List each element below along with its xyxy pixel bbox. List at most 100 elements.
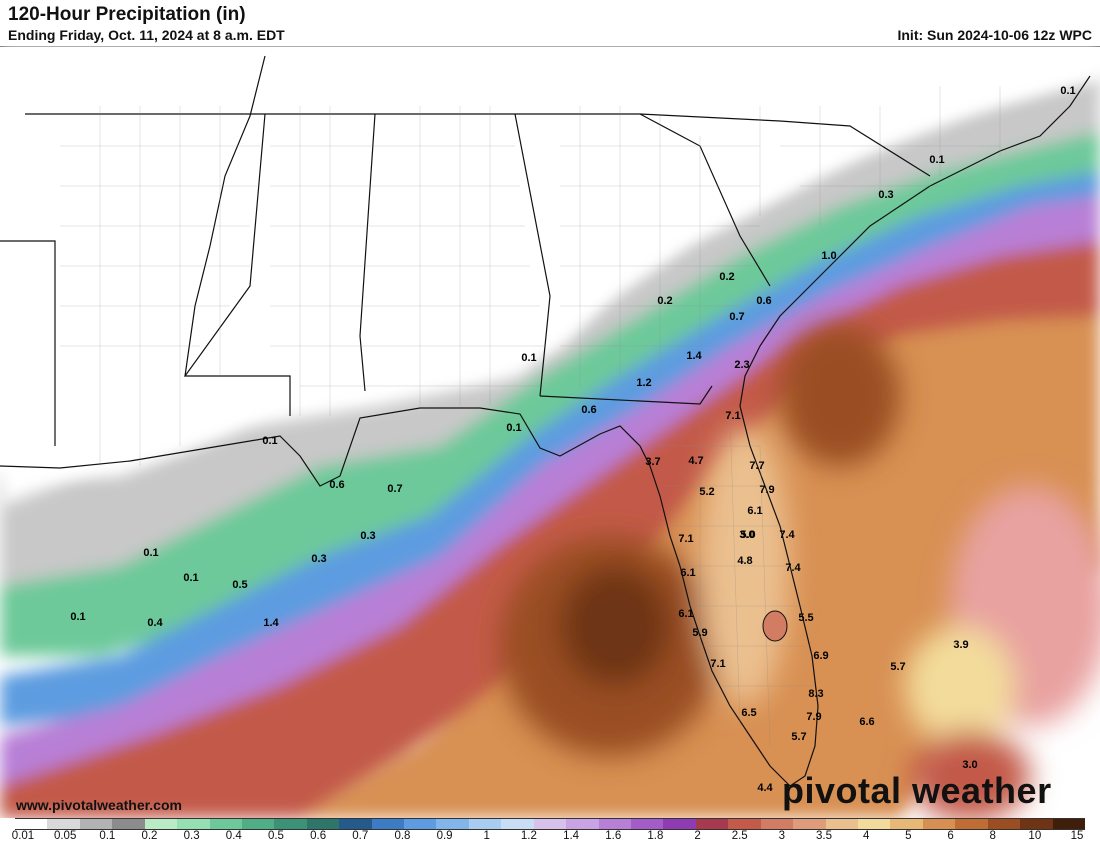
colorbar-swatches bbox=[15, 818, 1085, 830]
precip-value-label: 7.9 bbox=[806, 711, 821, 723]
no-precip-area bbox=[0, 46, 1100, 506]
precip-colorbar: 0.01 0.05 0.1 0.2 0.3 0.4 0.5 0.6 0.7 0.8 0.9 1 1.2 1… bbox=[12, 818, 1085, 850]
colorbar-swatch bbox=[631, 819, 664, 829]
precip-gray-band bbox=[0, 76, 1100, 616]
precip-value-label: 2.3 bbox=[734, 359, 749, 371]
colorbar-swatch bbox=[663, 819, 696, 829]
colorbar-swatch bbox=[533, 819, 567, 829]
colorbar-swatch bbox=[825, 819, 858, 829]
precip-value-label: 6.1 bbox=[678, 608, 693, 620]
colorbar-tick-label: 10 bbox=[1028, 830, 1042, 842]
precip-value-label: 3.0 bbox=[739, 529, 754, 541]
precip-value-label: 1.4 bbox=[686, 350, 702, 362]
colorbar-swatch bbox=[371, 819, 405, 829]
colorbar-swatch bbox=[987, 819, 1021, 829]
colorbar-tick-label: 15 bbox=[1070, 830, 1084, 842]
precip-value-label: 0.6 bbox=[581, 404, 596, 416]
colorbar-tick-label: 0.3 bbox=[183, 830, 200, 842]
colorbar-swatch bbox=[47, 819, 80, 829]
precip-value-label: 7.1 bbox=[710, 658, 725, 670]
precip-value-label: 5.0 bbox=[740, 529, 755, 541]
precip-value-label: 1.2 bbox=[636, 377, 651, 389]
colorbar-swatch bbox=[177, 819, 210, 829]
precip-value-label: 3.0 bbox=[962, 759, 977, 771]
precip-yellow-east bbox=[905, 626, 1015, 746]
precip-value-label: 7.9 bbox=[759, 484, 774, 496]
colorbar-swatch bbox=[144, 819, 178, 829]
precip-value-label: 5.2 bbox=[699, 486, 714, 498]
colorbar-swatch bbox=[955, 819, 988, 829]
colorbar-swatch bbox=[695, 819, 729, 829]
colorbar-swatch bbox=[760, 819, 794, 829]
precip-max-gulf-core bbox=[560, 566, 670, 686]
colorbar-tick-label: 6 bbox=[947, 830, 954, 842]
precip-value-label: 0.1 bbox=[183, 572, 198, 584]
precip-value-label: 8.3 bbox=[808, 688, 823, 700]
precipitation-map: 0.1 0.1 0.3 1.0 0.2 0.6 0.2 0.7 1.4 0.1 1.2 2.3 0.6 7… bbox=[0, 46, 1100, 818]
colorbar-swatch bbox=[404, 819, 437, 829]
state-line-nc-sc bbox=[779, 120, 931, 177]
colorbar-swatch bbox=[79, 819, 113, 829]
precip-purple-band bbox=[0, 196, 1100, 806]
state-line-fl-ga bbox=[539, 385, 713, 405]
precip-value-label: 4.4 bbox=[757, 782, 773, 794]
precip-value-label: 6.1 bbox=[747, 505, 762, 517]
precip-value-label: 0.6 bbox=[329, 479, 344, 491]
precip-value-label: 0.2 bbox=[657, 295, 672, 307]
precip-value-label: 5.7 bbox=[890, 661, 905, 673]
colorbar-swatch bbox=[1052, 819, 1085, 829]
precip-value-label: 0.1 bbox=[521, 352, 536, 364]
colorbar-swatch bbox=[15, 819, 48, 829]
colorbar-swatch bbox=[436, 819, 469, 829]
precip-value-label: 7.4 bbox=[785, 562, 801, 574]
colorbar-swatch bbox=[501, 819, 534, 829]
colorbar-tick-label: 4 bbox=[862, 830, 870, 842]
state-line-ms-al bbox=[359, 113, 376, 392]
county-lines bbox=[60, 86, 1001, 747]
precip-value-label: 6.9 bbox=[813, 650, 828, 662]
precip-value-label: 5.9 bbox=[692, 627, 707, 639]
colorbar-tick-label: 1.2 bbox=[520, 830, 537, 842]
colorbar-tick-label: 0.7 bbox=[352, 830, 369, 842]
colorbar-swatch bbox=[728, 819, 761, 829]
colorbar-tick-label: 1.4 bbox=[563, 830, 580, 842]
website-url: www.pivotalweather.com bbox=[16, 797, 182, 813]
colorbar-tick-label: 1.6 bbox=[605, 830, 622, 842]
precip-value-label: 5.7 bbox=[791, 731, 806, 743]
precip-value-label: 0.5 bbox=[232, 579, 247, 591]
colorbar-swatch bbox=[857, 819, 891, 829]
precip-value-label: 6.5 bbox=[741, 707, 756, 719]
pivotal-weather-logo: pivotal weather bbox=[782, 770, 1052, 811]
colorbar-tick-label: 0.2 bbox=[141, 830, 158, 842]
precip-value-label: 1.0 bbox=[821, 250, 836, 262]
colorbar-tick-label: 0.05 bbox=[53, 830, 77, 842]
precip-value-label: 0.2 bbox=[719, 271, 734, 283]
map-canvas: 0.1 0.1 0.3 1.0 0.2 0.6 0.2 0.7 1.4 0.1 1.2 2.3 0.6 7… bbox=[0, 46, 1100, 818]
colorbar-swatch bbox=[598, 819, 632, 829]
precip-value-label: 0.1 bbox=[506, 422, 521, 434]
state-line-ms-river bbox=[184, 55, 266, 377]
precip-value-label: 1.4 bbox=[263, 617, 279, 629]
precip-value-label: 0.3 bbox=[311, 553, 326, 565]
precip-value-label: 0.4 bbox=[147, 617, 163, 629]
colorbar-tick-label: 0.8 bbox=[394, 830, 411, 842]
colorbar-swatch bbox=[112, 819, 145, 829]
colorbar-ticks: 0.01 0.05 0.1 0.2 0.3 0.4 0.5 0.6 0.7 0.8 0.9 1 1.2 1… bbox=[12, 830, 1085, 846]
precip-value-label: 7.1 bbox=[725, 410, 740, 422]
precip-value-label: 6.1 bbox=[680, 567, 695, 579]
state-line-al-ga bbox=[514, 113, 551, 397]
precip-value-label: 7.4 bbox=[779, 529, 795, 541]
colorbar-tick-label: 2.5 bbox=[731, 830, 748, 842]
precip-value-label: 0.3 bbox=[878, 189, 893, 201]
precip-value-label: 0.7 bbox=[729, 311, 744, 323]
colorbar-swatch bbox=[306, 819, 340, 829]
map-header: 120-Hour Precipitation (in) Ending Frida… bbox=[0, 0, 1100, 47]
colorbar-swatch bbox=[1020, 819, 1053, 829]
precip-value-label: 0.3 bbox=[360, 530, 375, 542]
precip-max-atlantic bbox=[780, 326, 900, 466]
valid-time-subtitle: Ending Friday, Oct. 11, 2024 at 8 a.m. E… bbox=[8, 27, 285, 43]
precip-value-label: 3.9 bbox=[953, 639, 968, 651]
colorbar-tick-label: 0.6 bbox=[310, 830, 327, 842]
colorbar-swatch bbox=[468, 819, 502, 829]
precip-value-label: 0.1 bbox=[1060, 85, 1075, 97]
